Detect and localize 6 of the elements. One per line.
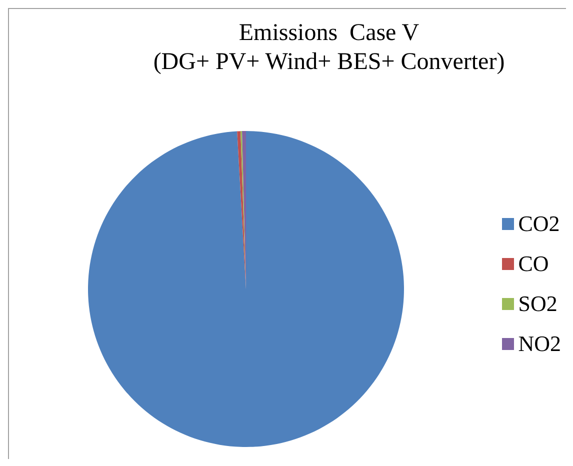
legend-label: SO2	[518, 290, 558, 318]
pie-slice	[88, 131, 404, 447]
chart-title: Emissions Case V (DG+ PV+ Wind+ BES+ Converter)	[152, 19, 506, 77]
legend-label: CO	[518, 250, 549, 278]
legend-label: NO2	[518, 330, 561, 358]
legend-label: CO2	[518, 210, 560, 238]
